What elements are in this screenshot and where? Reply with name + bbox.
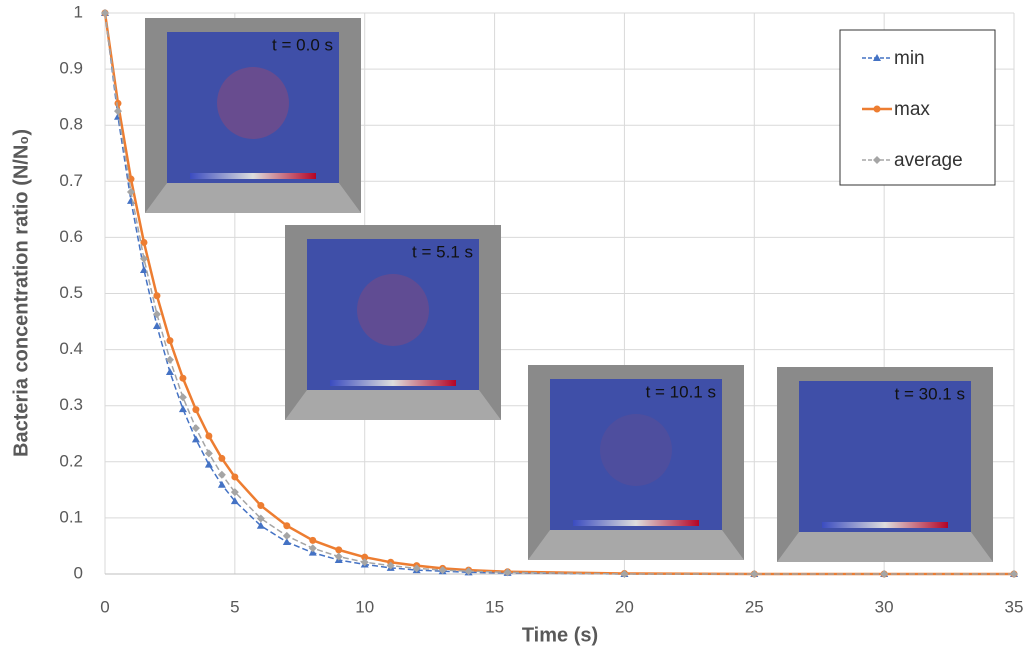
legend-marker bbox=[874, 106, 881, 113]
inset-label: t = 30.1 s bbox=[895, 384, 965, 403]
inset-label: t = 10.1 s bbox=[646, 382, 716, 401]
inset-image: t = 30.1 s bbox=[777, 367, 993, 562]
y-tick-label: 0.9 bbox=[59, 59, 83, 78]
inset-floor bbox=[285, 390, 501, 420]
y-tick-label: 0 bbox=[74, 563, 83, 582]
data-point bbox=[283, 532, 291, 540]
y-tick-label: 0.6 bbox=[59, 227, 83, 246]
data-point bbox=[205, 432, 212, 439]
inset-label: t = 5.1 s bbox=[412, 242, 473, 261]
chart: Time (s) Bacteria concentration ratio (N… bbox=[0, 0, 1029, 652]
y-tick-label: 0.4 bbox=[59, 339, 83, 358]
inset-colorbar bbox=[330, 380, 456, 386]
data-point bbox=[218, 481, 226, 488]
data-point bbox=[153, 292, 160, 299]
y-tick-label: 0.5 bbox=[59, 283, 83, 302]
inset-spot bbox=[600, 414, 672, 486]
x-tick-label: 5 bbox=[230, 597, 239, 616]
data-point bbox=[309, 544, 317, 552]
y-tick-label: 0.3 bbox=[59, 395, 83, 414]
inset-spot bbox=[357, 274, 429, 346]
data-point bbox=[309, 537, 316, 544]
x-tick-label: 25 bbox=[745, 597, 764, 616]
inset-image: t = 10.1 s bbox=[528, 365, 744, 560]
legend-label: max bbox=[894, 99, 930, 120]
data-point bbox=[218, 471, 226, 479]
data-point bbox=[218, 455, 225, 462]
data-point bbox=[179, 375, 186, 382]
inset-colorbar bbox=[822, 522, 948, 528]
x-tick-label: 15 bbox=[485, 597, 504, 616]
x-tick-label: 30 bbox=[875, 597, 894, 616]
inset-floor bbox=[145, 183, 361, 213]
x-tick-label: 35 bbox=[1005, 597, 1024, 616]
y-tick-label: 0.7 bbox=[59, 171, 83, 190]
data-point bbox=[335, 553, 343, 561]
y-tick-label: 0.1 bbox=[59, 507, 83, 526]
x-axis-title: Time (s) bbox=[522, 624, 598, 646]
y-tick-label: 1 bbox=[74, 2, 83, 21]
y-tick-label: 0.2 bbox=[59, 451, 83, 470]
inset-spot bbox=[217, 67, 289, 139]
data-point bbox=[192, 406, 199, 413]
y-axis-title: Bacteria concentration ratio (N/N₀) bbox=[10, 129, 32, 457]
data-point bbox=[283, 522, 290, 529]
data-point bbox=[166, 337, 173, 344]
legend-label: min bbox=[894, 48, 925, 69]
x-tick-label: 10 bbox=[355, 597, 374, 616]
inset-colorbar bbox=[190, 173, 316, 179]
inset-floor bbox=[777, 532, 993, 562]
inset-colorbar bbox=[573, 520, 699, 526]
x-tick-label: 0 bbox=[100, 597, 109, 616]
legend-label: average bbox=[894, 150, 963, 171]
data-point bbox=[192, 435, 200, 442]
data-point bbox=[335, 546, 342, 553]
data-point bbox=[205, 449, 213, 457]
inset-domain bbox=[799, 381, 971, 532]
inset-image: t = 5.1 s bbox=[285, 225, 501, 420]
data-point bbox=[257, 502, 264, 509]
data-point bbox=[179, 393, 187, 401]
inset-floor bbox=[528, 530, 744, 560]
y-tick-label: 0.8 bbox=[59, 115, 83, 134]
data-point bbox=[231, 473, 238, 480]
x-tick-label: 20 bbox=[615, 597, 634, 616]
inset-image: t = 0.0 s bbox=[145, 18, 361, 213]
inset-label: t = 0.0 s bbox=[272, 35, 333, 54]
